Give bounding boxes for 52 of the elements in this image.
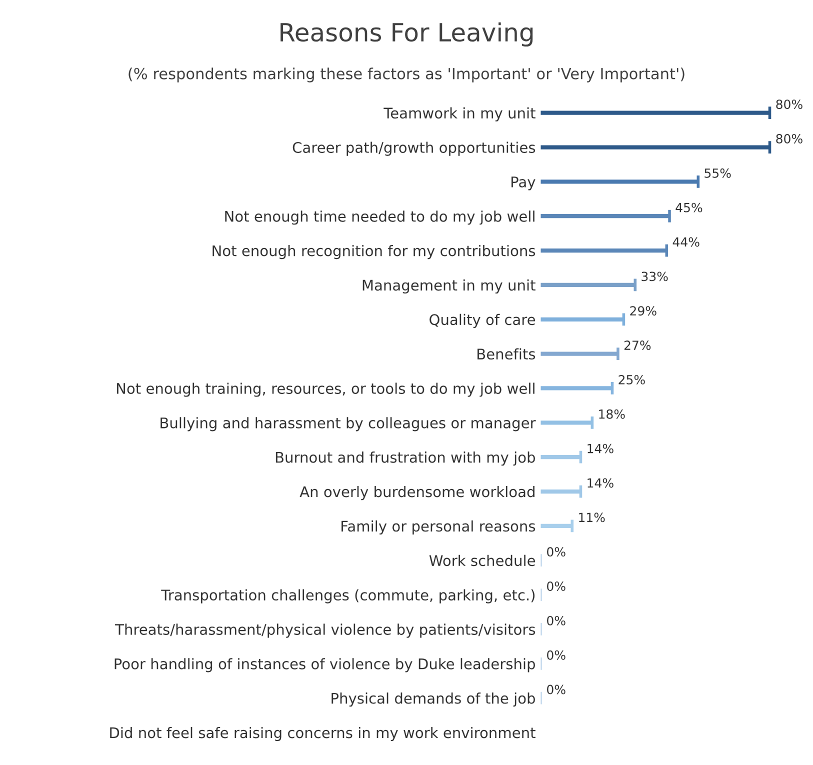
bar <box>540 248 667 253</box>
y-tick-label: Family or personal reasons <box>342 520 536 535</box>
y-tick-label: Not enough training, resources, or tools to do my job well <box>116 382 534 397</box>
data-label: 44% <box>672 237 700 247</box>
data-label: 55% <box>704 168 731 178</box>
y-tick-label: Burnout and frustration with my job <box>276 452 535 466</box>
chart-title: Reasons For Leaving <box>280 22 533 47</box>
y-tick-label: Transportation challenges (commute, parking, etc.) <box>161 589 535 604</box>
bar <box>540 489 581 494</box>
y-tick-label: Physical demands of the job <box>332 692 535 707</box>
data-label: 29% <box>630 306 656 316</box>
data-label: 0% <box>547 684 566 694</box>
y-tick-label: Not enough recognition for my contributions <box>212 244 536 260</box>
data-label: 14% <box>588 478 614 488</box>
y-tick-label: Pay <box>512 176 536 190</box>
data-label: 80% <box>776 134 802 144</box>
data-label: 27% <box>624 340 651 350</box>
data-label: 18% <box>599 409 625 419</box>
bar <box>540 455 581 460</box>
data-label: 14% <box>588 444 614 454</box>
text: (% respondents marking these factors as 'Important' or 'Very Important') <box>128 68 684 82</box>
data-label: 33% <box>642 272 668 282</box>
data-label: 80% <box>776 100 802 110</box>
data-label: 0% <box>547 650 566 660</box>
bar <box>540 352 618 356</box>
y-tick-label: Did not feel safe raising concerns in my work environment <box>110 726 536 742</box>
y-tick-label: Bullying and harassment by colleagues or manager <box>160 417 536 432</box>
y-tick-label: Poor handling of instances of violence by Duke leadership <box>114 658 535 672</box>
bar <box>540 110 770 115</box>
data-label: 25% <box>618 374 645 384</box>
y-tick-label: Threats/harassment/physical violence by patients/visitors <box>115 624 536 638</box>
data-label: 11% <box>579 512 605 522</box>
bar <box>540 180 698 184</box>
bar <box>540 386 612 390</box>
bar <box>540 420 592 425</box>
data-label: 0% <box>547 547 566 557</box>
y-tick-label: Career path/growth opportunities <box>292 142 536 156</box>
bar <box>540 317 624 322</box>
y-tick-label: Quality of care <box>430 314 536 328</box>
bar <box>540 282 636 288</box>
data-label: 0% <box>547 616 566 626</box>
bar <box>540 145 770 150</box>
bar <box>540 524 572 528</box>
y-tick-label: Teamwork in my unit <box>384 107 536 122</box>
data-label: 45% <box>676 202 702 212</box>
bar <box>540 214 670 218</box>
y-tick-label: Work schedule <box>429 554 536 566</box>
y-tick-label: Benefits <box>478 348 536 360</box>
y-tick-label: Management in my unit <box>362 279 536 294</box>
y-tick-label: Not enough time needed to do my job well <box>225 210 534 225</box>
y-tick-label: An overly burdensome workload <box>300 486 534 500</box>
data-label: 0% <box>547 582 566 591</box>
